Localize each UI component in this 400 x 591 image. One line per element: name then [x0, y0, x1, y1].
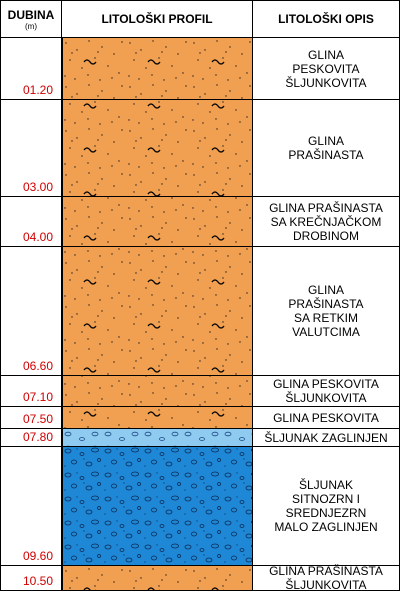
depth-label: 09.60 [0, 447, 62, 566]
profile-column [62, 38, 253, 591]
description-header: LITOLOŠKI OPIS [253, 0, 400, 38]
layer-pattern [62, 428, 253, 447]
depth-label: 07.80 [0, 429, 62, 447]
depth-label: 06.60 [0, 247, 62, 376]
layer-description: GLINA PESKOVITA [253, 407, 400, 429]
depth-label: 10.50 [0, 566, 62, 591]
unit-label: (m) [25, 21, 37, 31]
layer-description: GLINA PRAŠINASTA SA RETKIM VALUTCIMA [253, 247, 400, 376]
layer-description: GLINA PRAŠINASTA [253, 100, 400, 197]
profile-header: LITOLOŠKI PROFIL [62, 0, 253, 38]
layer-pattern [62, 246, 253, 376]
layer-description: GLINA PESKOVITA ŠLJUNKOVITA [253, 376, 400, 407]
header-cell: DUBINA (m) [0, 0, 62, 38]
layer-description: ŠLJUNAK SITNOZRN I SREDNJEZRN MALO ZAGLI… [253, 447, 400, 566]
layer-description: ŠLJUNAK ZAGLINJEN [253, 429, 400, 447]
layer-pattern [62, 565, 253, 591]
layer-pattern [62, 406, 253, 429]
depth-label: 04.00 [0, 197, 62, 247]
layer-pattern [62, 99, 253, 197]
layer-description: GLINA PRAŠINASTA ŠLJUNKOVITA [253, 564, 400, 591]
layer-pattern [62, 196, 253, 247]
depth-header: DUBINA [7, 7, 55, 22]
layer-pattern [62, 446, 253, 566]
depth-label: 03.00 [0, 100, 62, 197]
depth-label: 01.20 [0, 38, 62, 100]
layer-pattern [62, 375, 253, 407]
layer-description: GLINA PESKOVITA ŠLJUNKOVITA [253, 38, 400, 100]
depth-label: 07.50 [0, 407, 62, 429]
layer-description: GLINA PRAŠINASTA SA KREČNJAČKOM DROBINOM [253, 197, 400, 247]
layer-pattern [62, 38, 253, 100]
depth-label: 07.10 [0, 376, 62, 407]
